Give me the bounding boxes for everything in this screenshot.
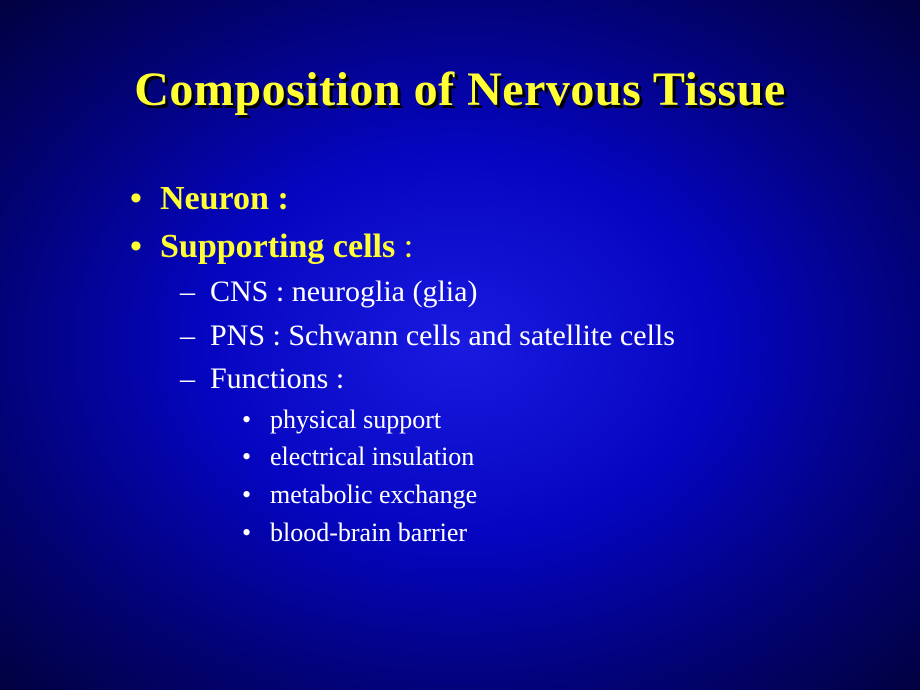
bullet-supporting-cells: Supporting cells : — [130, 223, 850, 271]
slide-body: Neuron : Supporting cells : CNS : neurog… — [130, 175, 850, 551]
bullet-supporting-cells-bold: Supporting cells — [160, 228, 395, 265]
slide-title: Composition of Nervous Tissue — [0, 62, 920, 117]
bullet-neuron: Neuron : — [130, 175, 850, 223]
bullet-supporting-cells-colon: : — [395, 228, 413, 265]
sub-pns: PNS : Schwann cells and satellite cells — [130, 314, 850, 358]
sub-functions: Functions : — [130, 357, 850, 401]
func-physical-support: physical support — [130, 401, 850, 439]
func-metabolic-exchange: metabolic exchange — [130, 476, 850, 514]
func-blood-brain-barrier: blood-brain barrier — [130, 514, 850, 552]
func-electrical-insulation: electrical insulation — [130, 438, 850, 476]
sub-cns: CNS : neuroglia (glia) — [130, 270, 850, 314]
